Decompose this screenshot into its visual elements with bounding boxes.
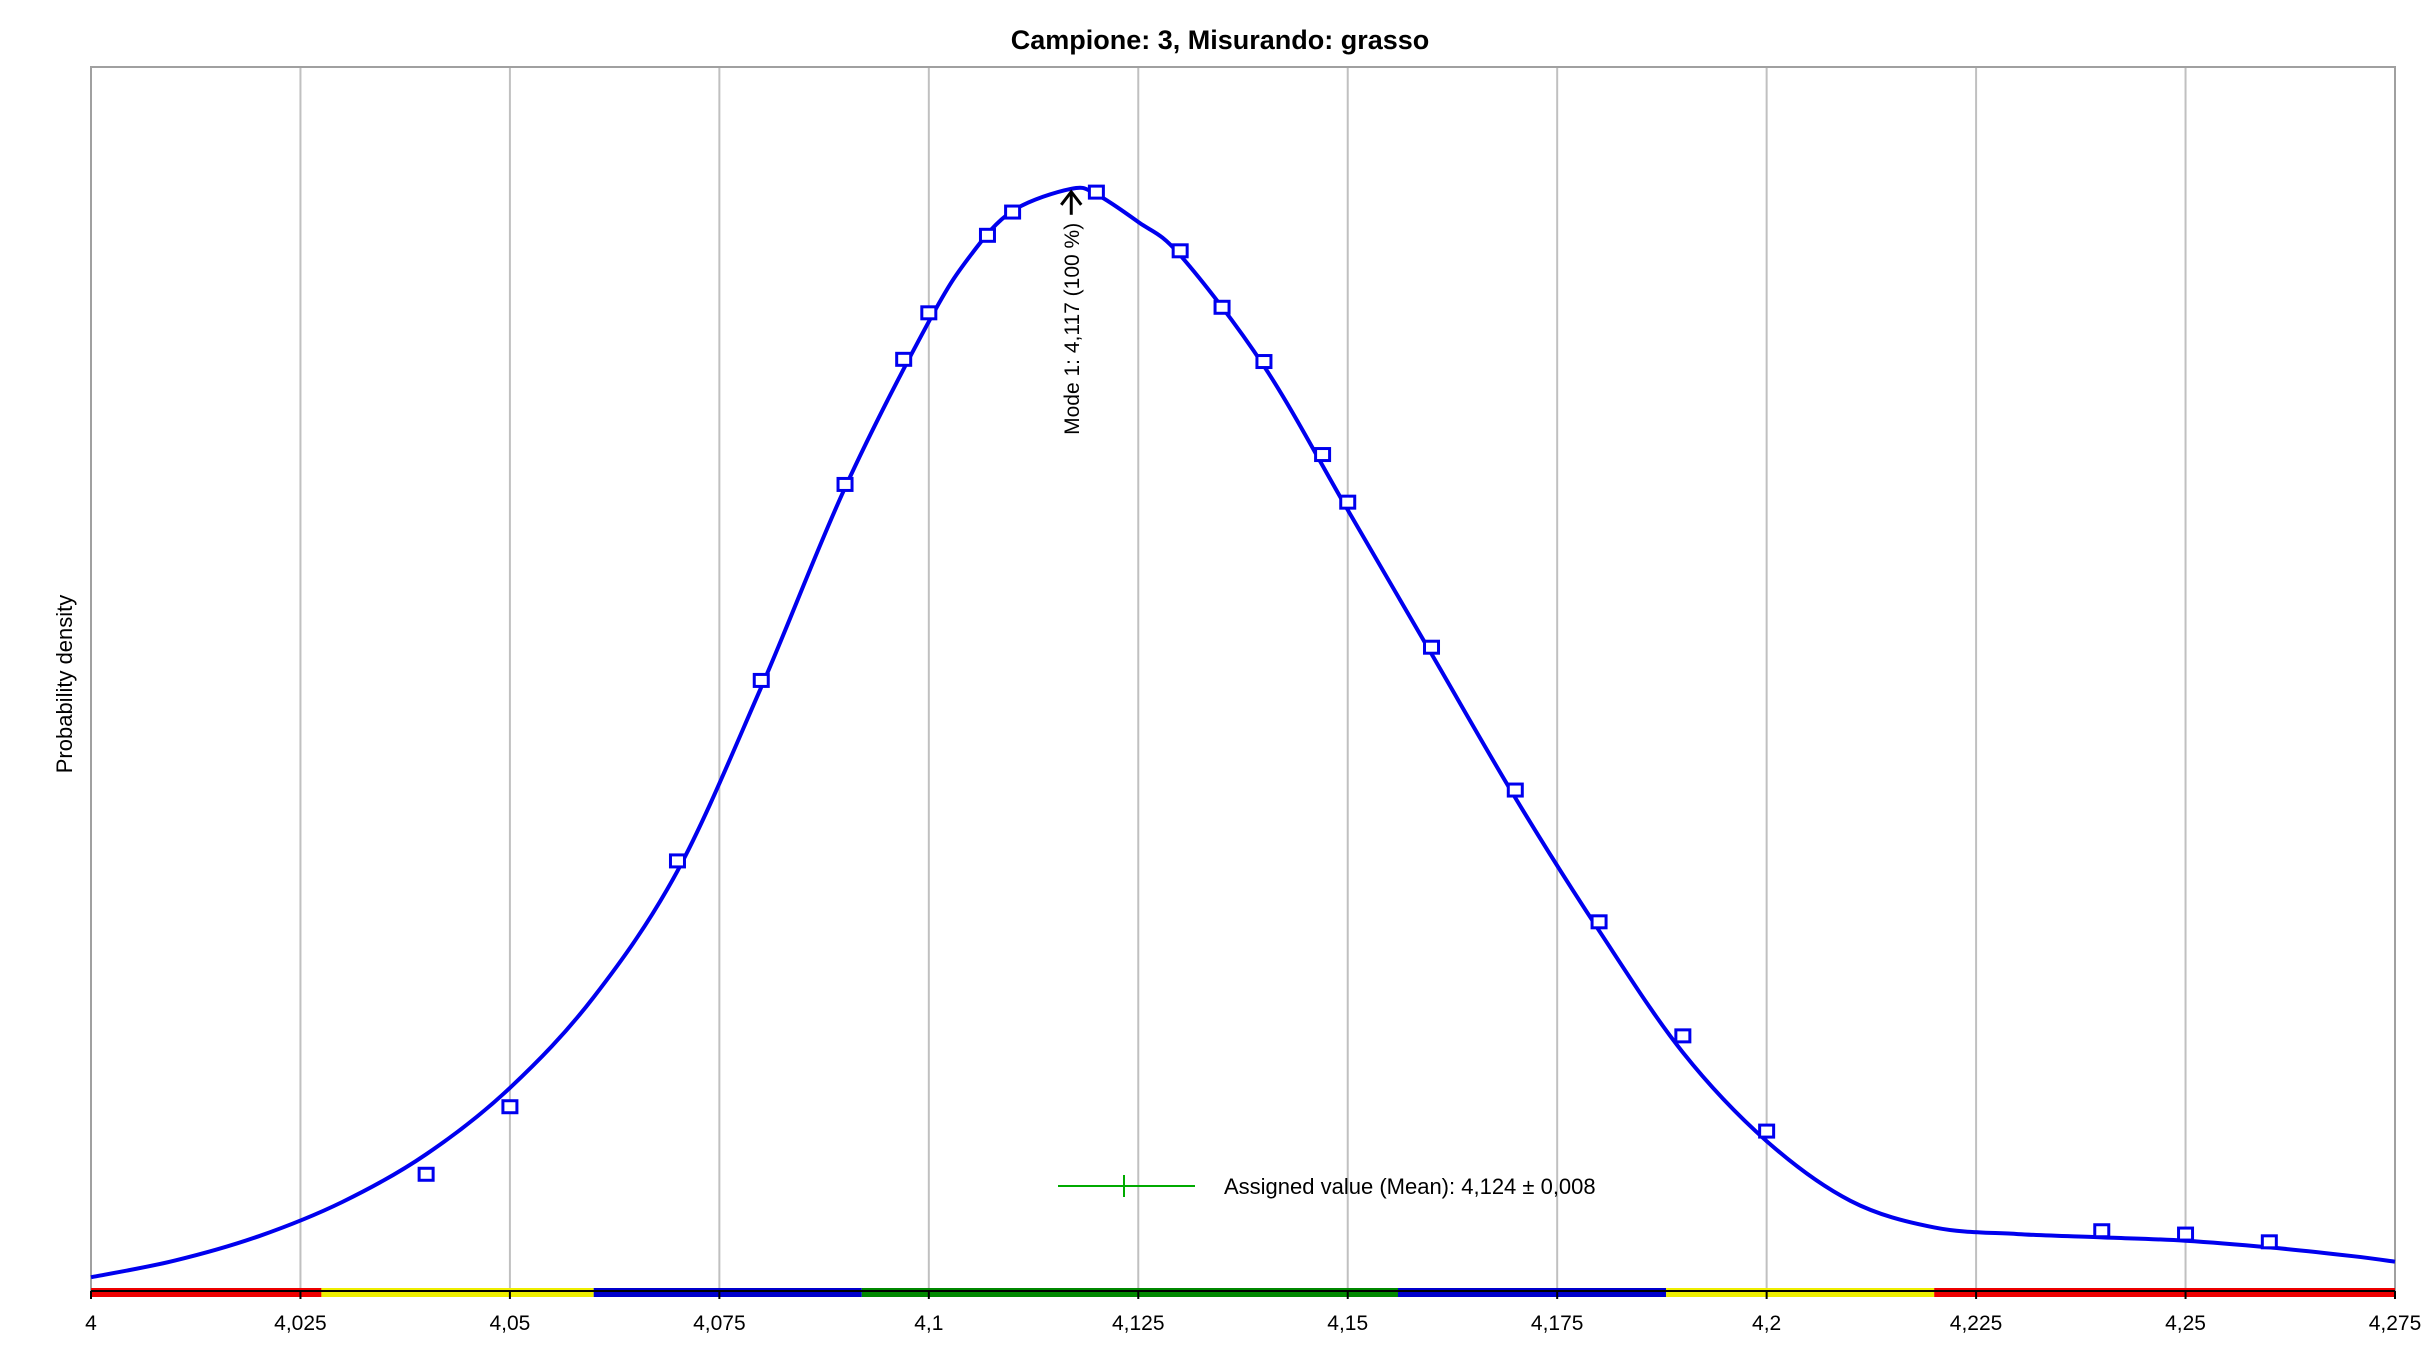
- data-point-marker: [417, 1166, 435, 1182]
- chart-title: Campione: 3, Misurando: grasso: [1011, 25, 1430, 55]
- mode-arrow-head: [1060, 189, 1083, 206]
- x-tick-label: 4,125: [1112, 1312, 1165, 1335]
- data-point-marker: [1004, 204, 1022, 220]
- data-point-marker: [1255, 354, 1273, 370]
- data-point-marker: [1674, 1028, 1692, 1044]
- x-tick-label: 4,05: [489, 1312, 530, 1335]
- data-point-marker: [752, 672, 770, 688]
- density-curve: [90, 185, 2396, 1280]
- data-point-marker: [668, 853, 686, 869]
- score-band-segment: [1666, 1288, 1935, 1297]
- x-tick-label: 4,075: [693, 1312, 746, 1335]
- x-tick-label: 4,25: [2165, 1312, 2206, 1335]
- x-tick-label: 4,1: [914, 1312, 943, 1335]
- x-tick-label: 4,275: [2369, 1312, 2422, 1335]
- x-tick-label: 4,225: [1950, 1312, 2003, 1335]
- assigned-value-label: Assigned value (Mean): 4,124 ± 0,008: [1224, 1174, 1596, 1199]
- data-point-marker: [1423, 639, 1441, 655]
- data-point-marker: [1758, 1123, 1776, 1139]
- assigned-value-legend: Assigned value (Mean): 4,124 ± 0,008: [1058, 1174, 1596, 1199]
- data-point-marker: [978, 227, 996, 243]
- data-point-marker: [1506, 782, 1524, 798]
- data-point-marker: [2260, 1234, 2278, 1250]
- x-tick-label: 4,15: [1327, 1312, 1368, 1335]
- data-point-marker: [920, 305, 938, 321]
- data-point-marker: [1171, 243, 1189, 259]
- score-band-segment: [593, 1288, 862, 1297]
- data-point-marker: [1087, 184, 1105, 200]
- score-band: [91, 1288, 2395, 1297]
- data-point-marker: [836, 476, 854, 492]
- score-band-segment: [861, 1288, 1398, 1297]
- mode-annotation-label: Mode 1: 4,117 (100 %): [1061, 223, 1084, 435]
- x-tick-label: 4,2: [1752, 1312, 1781, 1335]
- plot-frame: [90, 66, 2396, 1292]
- density-series: [90, 184, 2396, 1280]
- mode-annotation: Mode 1: 4,117 (100 %): [1060, 189, 1084, 435]
- grid-lines: [299, 67, 2187, 1291]
- score-band-segment: [91, 1288, 322, 1297]
- score-band-segment: [1397, 1288, 1667, 1297]
- data-point-marker: [501, 1099, 519, 1115]
- score-band-segment: [321, 1288, 594, 1297]
- x-tick-label: 4,025: [274, 1312, 327, 1335]
- x-tick-label: 4: [85, 1312, 97, 1335]
- x-tick-label: 4,175: [1531, 1312, 1584, 1335]
- score-band-segment: [1934, 1288, 2395, 1297]
- data-point-marker: [2093, 1223, 2111, 1239]
- data-point-marker: [895, 351, 913, 367]
- data-point-marker: [1213, 299, 1231, 315]
- data-point-marker: [1339, 494, 1357, 510]
- data-point-marker: [1314, 447, 1332, 463]
- data-point-marker: [2177, 1226, 2195, 1242]
- y-axis-label: Probability density: [52, 595, 77, 774]
- data-point-marker: [1590, 914, 1608, 930]
- x-axis-ticks: 4 4,025 4,05 4,075 4,1 4,125 4,15 4,175 4,2 4,225…: [85, 1291, 2421, 1335]
